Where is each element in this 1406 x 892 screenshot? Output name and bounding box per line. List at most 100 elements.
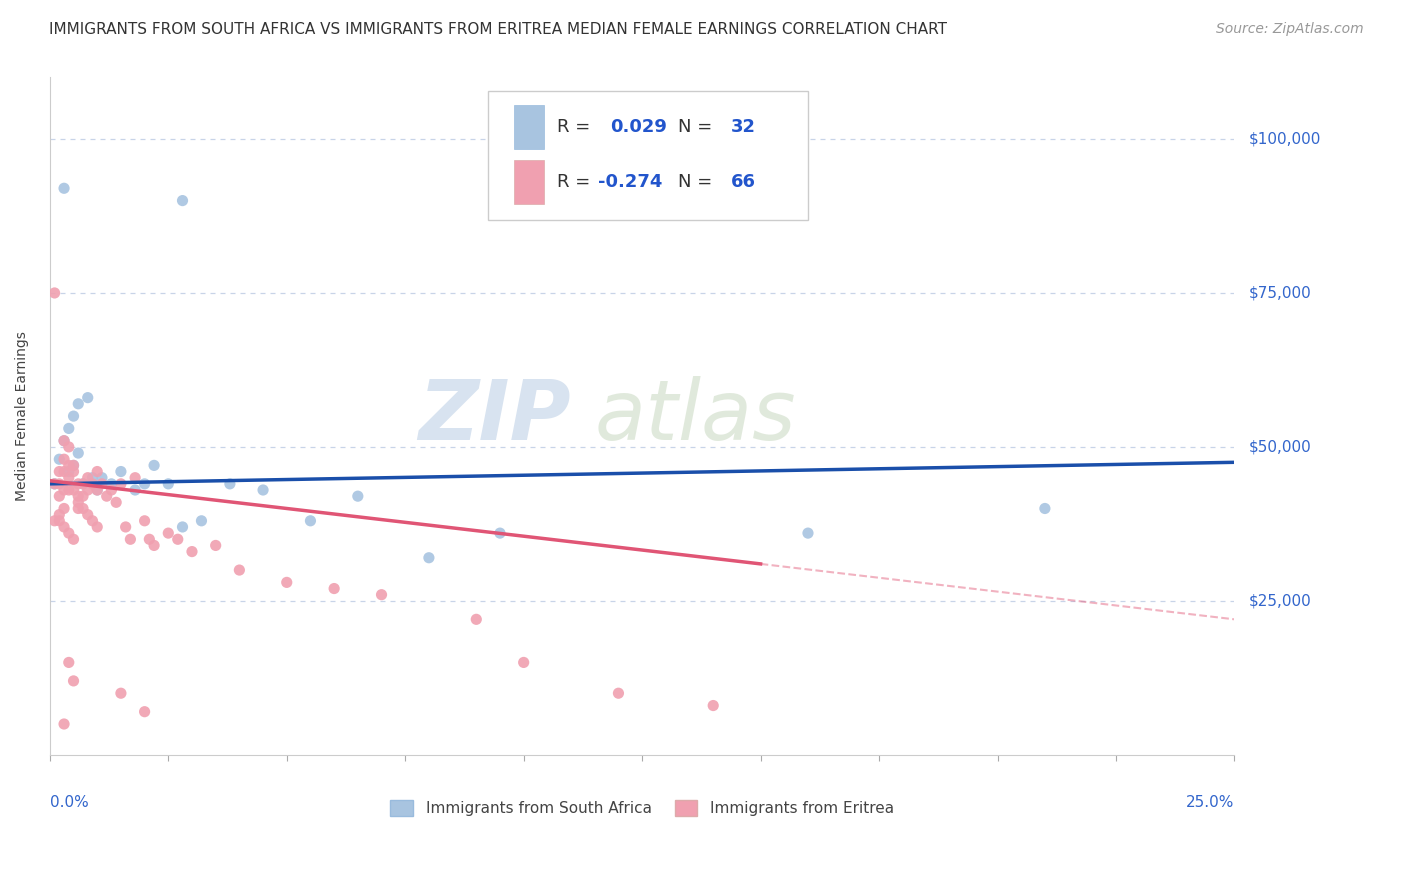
- Point: [53, 501, 76, 516]
- Point: [58, 471, 80, 485]
- Point: [72, 476, 94, 491]
- Point: [67, 446, 90, 460]
- Point: [67, 495, 90, 509]
- Point: [702, 698, 724, 713]
- Point: [44, 514, 66, 528]
- Point: [62, 465, 84, 479]
- Text: atlas: atlas: [595, 376, 796, 457]
- Point: [58, 440, 80, 454]
- Y-axis label: Median Female Earnings: Median Female Earnings: [15, 331, 30, 501]
- Point: [86, 483, 108, 497]
- Point: [172, 520, 194, 534]
- FancyBboxPatch shape: [515, 105, 544, 149]
- Point: [105, 495, 128, 509]
- Point: [134, 705, 156, 719]
- Point: [62, 458, 84, 473]
- Point: [276, 575, 298, 590]
- Text: ZIP: ZIP: [419, 376, 571, 457]
- Point: [204, 538, 226, 552]
- Point: [58, 421, 80, 435]
- Point: [67, 397, 90, 411]
- Point: [124, 471, 146, 485]
- Point: [110, 476, 132, 491]
- Point: [110, 465, 132, 479]
- Text: Source: ZipAtlas.com: Source: ZipAtlas.com: [1216, 22, 1364, 37]
- Point: [76, 391, 98, 405]
- Point: [53, 181, 76, 195]
- Point: [157, 476, 180, 491]
- Point: [76, 483, 98, 497]
- Text: $100,000: $100,000: [1249, 131, 1320, 146]
- Point: [72, 476, 94, 491]
- Point: [67, 489, 90, 503]
- Text: 66: 66: [731, 173, 756, 192]
- Text: N =: N =: [678, 173, 717, 192]
- Point: [91, 476, 114, 491]
- Point: [67, 501, 90, 516]
- Point: [124, 483, 146, 497]
- Point: [299, 514, 322, 528]
- Point: [114, 520, 136, 534]
- Point: [91, 471, 114, 485]
- Point: [465, 612, 488, 626]
- Point: [44, 285, 66, 300]
- Point: [82, 471, 104, 485]
- Point: [96, 489, 118, 503]
- Point: [138, 533, 160, 547]
- Point: [72, 489, 94, 503]
- Text: IMMIGRANTS FROM SOUTH AFRICA VS IMMIGRANTS FROM ERITREA MEDIAN FEMALE EARNINGS C: IMMIGRANTS FROM SOUTH AFRICA VS IMMIGRAN…: [49, 22, 948, 37]
- Point: [110, 686, 132, 700]
- Text: -0.274: -0.274: [599, 173, 662, 192]
- Point: [347, 489, 370, 503]
- Point: [134, 476, 156, 491]
- Point: [48, 489, 70, 503]
- Text: 0.029: 0.029: [610, 118, 666, 136]
- Point: [44, 476, 66, 491]
- Point: [166, 533, 188, 547]
- FancyBboxPatch shape: [488, 91, 808, 219]
- Text: $75,000: $75,000: [1249, 285, 1310, 301]
- Point: [1033, 501, 1056, 516]
- Point: [512, 656, 534, 670]
- Text: 32: 32: [731, 118, 756, 136]
- Point: [58, 458, 80, 473]
- Point: [67, 476, 90, 491]
- Text: R =: R =: [557, 173, 596, 192]
- Point: [62, 673, 84, 688]
- Point: [58, 656, 80, 670]
- Point: [157, 526, 180, 541]
- Point: [181, 544, 204, 558]
- Point: [86, 483, 108, 497]
- Point: [58, 483, 80, 497]
- Point: [323, 582, 346, 596]
- Point: [172, 194, 194, 208]
- Point: [48, 465, 70, 479]
- Point: [62, 483, 84, 497]
- Text: $50,000: $50,000: [1249, 440, 1310, 454]
- Text: N =: N =: [678, 118, 717, 136]
- Point: [72, 501, 94, 516]
- Point: [370, 588, 392, 602]
- Point: [53, 465, 76, 479]
- Point: [58, 526, 80, 541]
- Point: [219, 476, 242, 491]
- Point: [82, 476, 104, 491]
- Point: [76, 508, 98, 522]
- Point: [607, 686, 630, 700]
- Point: [100, 483, 122, 497]
- Point: [76, 471, 98, 485]
- Point: [48, 508, 70, 522]
- Point: [53, 483, 76, 497]
- Point: [252, 483, 274, 497]
- Point: [53, 434, 76, 448]
- Point: [134, 514, 156, 528]
- Point: [62, 533, 84, 547]
- Point: [143, 458, 166, 473]
- Point: [228, 563, 250, 577]
- Point: [797, 526, 820, 541]
- Point: [53, 520, 76, 534]
- Point: [86, 520, 108, 534]
- Text: 0.0%: 0.0%: [49, 796, 89, 811]
- Point: [190, 514, 212, 528]
- Point: [58, 465, 80, 479]
